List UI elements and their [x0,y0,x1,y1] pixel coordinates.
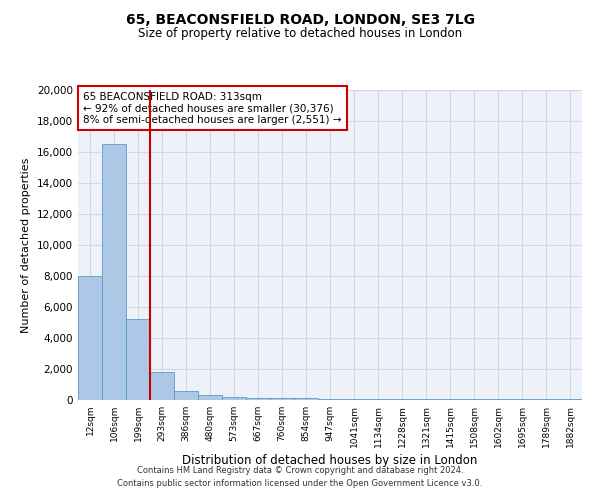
Bar [126,320,150,400]
Bar [414,399,438,400]
Bar [294,398,318,400]
Bar [222,397,246,400]
Bar [486,399,510,400]
X-axis label: Distribution of detached houses by size in London: Distribution of detached houses by size … [182,454,478,467]
Y-axis label: Number of detached properties: Number of detached properties [22,158,31,332]
Text: 65, BEACONSFIELD ROAD, LONDON, SE3 7LG: 65, BEACONSFIELD ROAD, LONDON, SE3 7LG [125,12,475,26]
Bar [390,399,414,400]
Bar [102,144,126,400]
Bar [462,399,486,400]
Bar [318,399,342,400]
Bar [534,399,558,400]
Bar [270,398,294,400]
Bar [510,399,534,400]
Bar [438,399,462,400]
Text: Contains HM Land Registry data © Crown copyright and database right 2024.
Contai: Contains HM Land Registry data © Crown c… [118,466,482,487]
Bar [246,398,270,400]
Bar [342,399,366,400]
Bar [78,276,102,400]
Text: 65 BEACONSFIELD ROAD: 313sqm
← 92% of detached houses are smaller (30,376)
8% of: 65 BEACONSFIELD ROAD: 313sqm ← 92% of de… [83,92,341,124]
Bar [174,390,198,400]
Bar [150,372,174,400]
Text: Size of property relative to detached houses in London: Size of property relative to detached ho… [138,28,462,40]
Bar [366,399,390,400]
Bar [558,399,582,400]
Bar [198,394,222,400]
